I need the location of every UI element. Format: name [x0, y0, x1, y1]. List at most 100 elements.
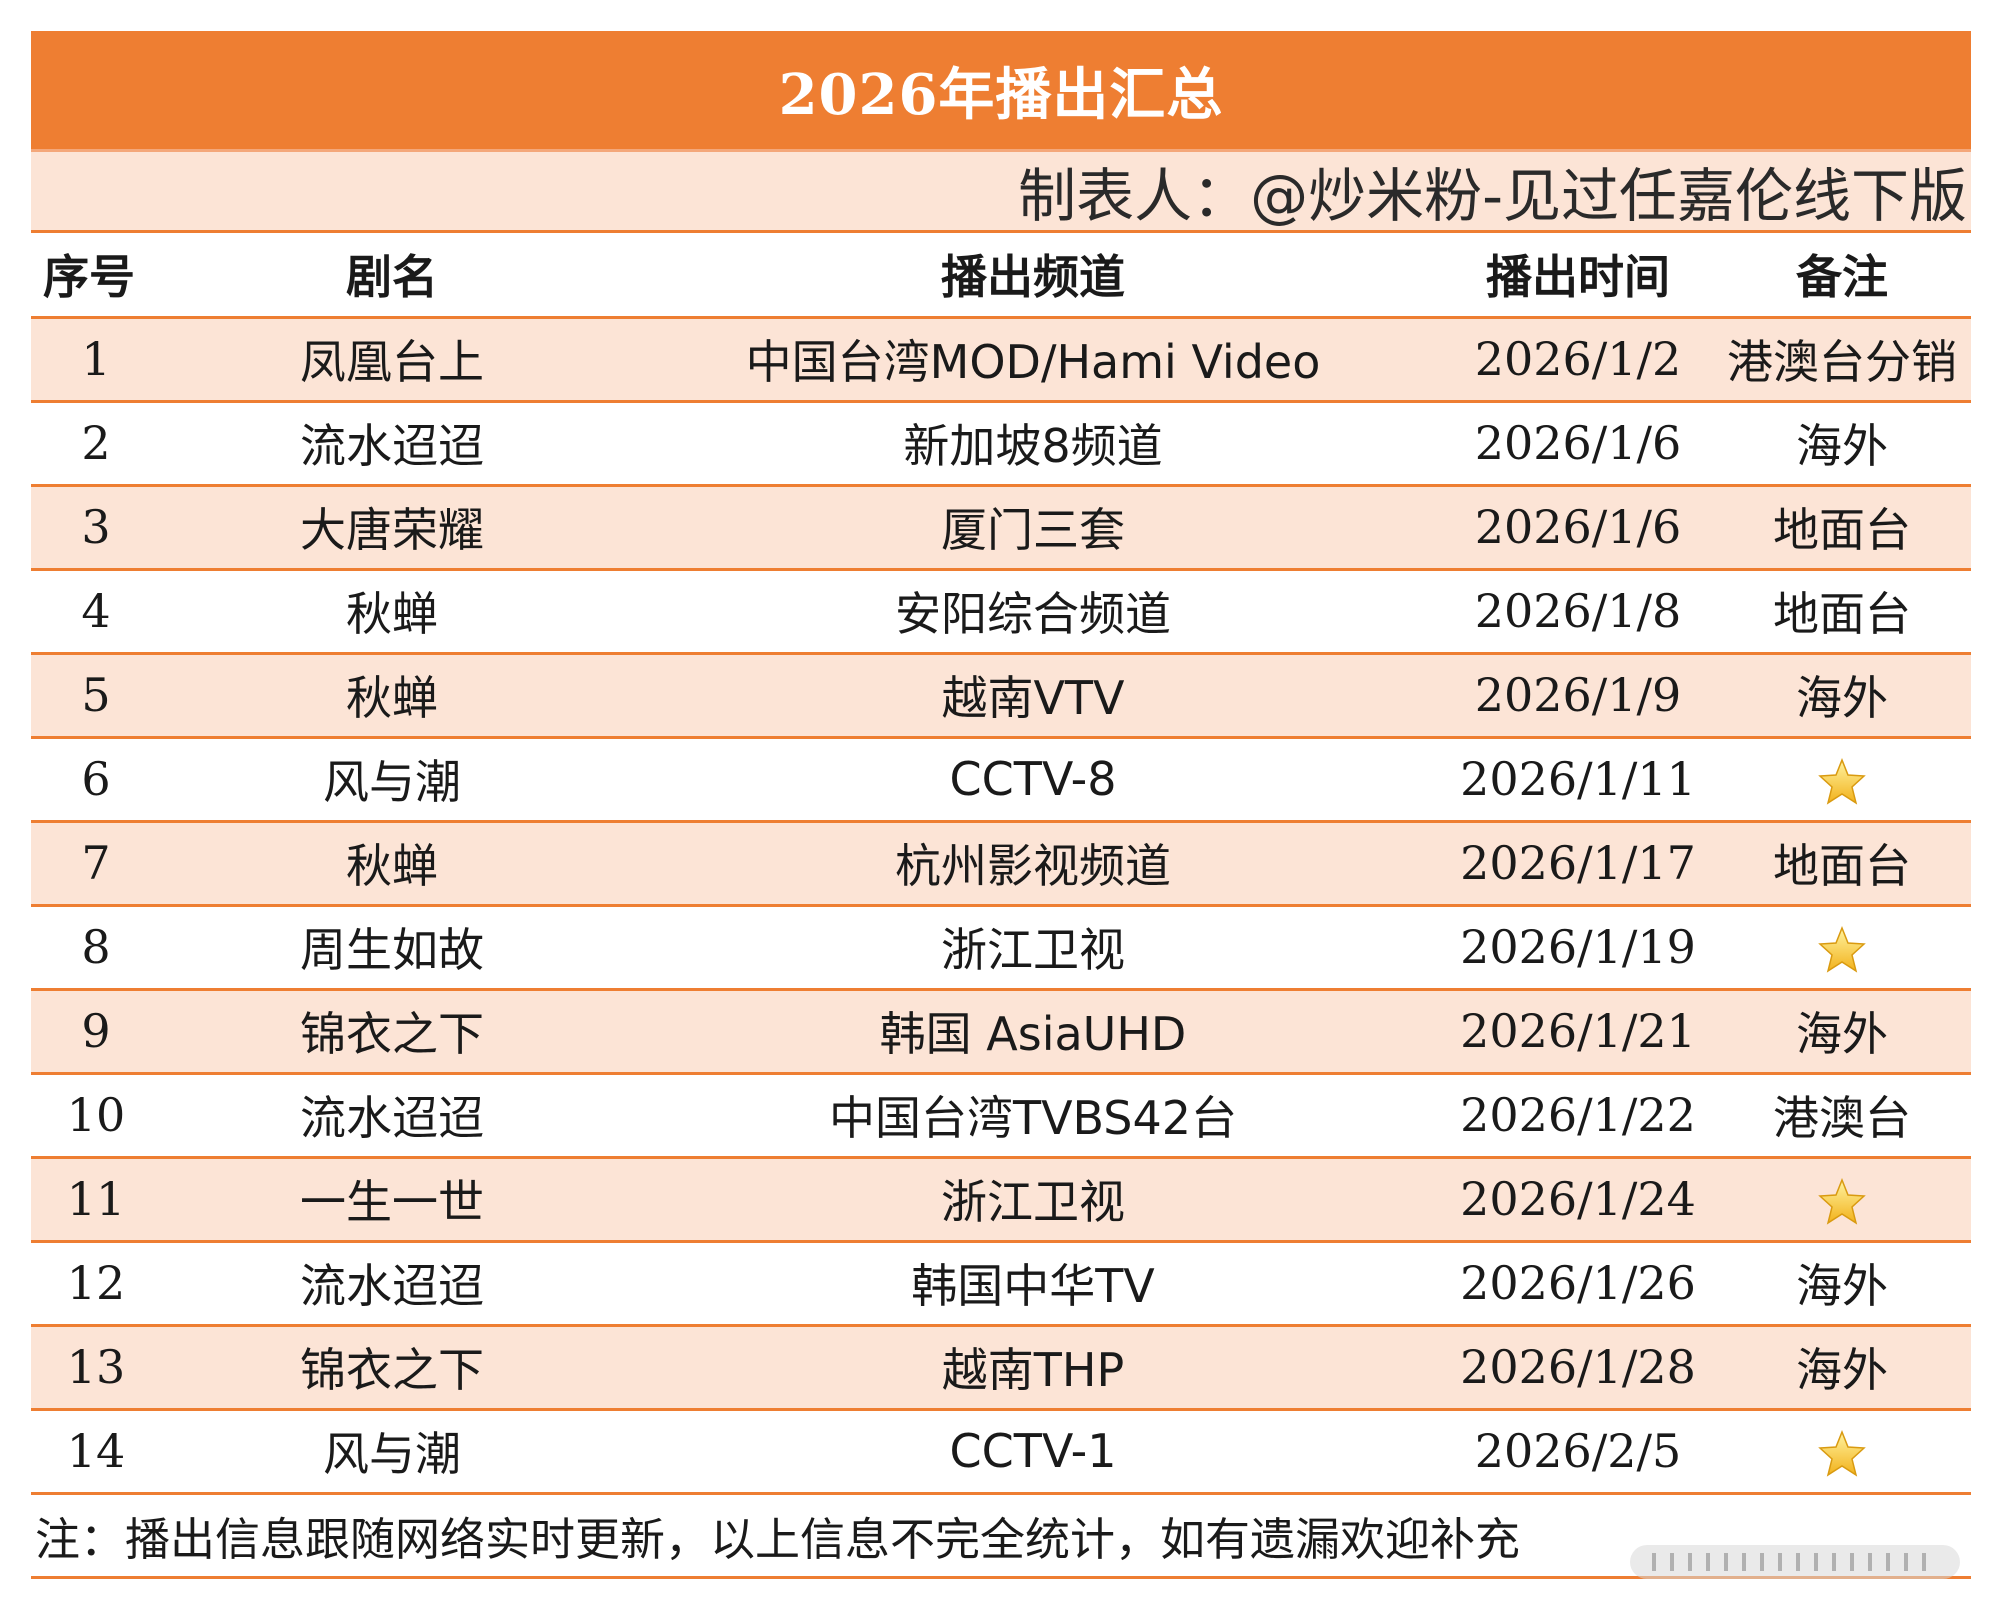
- note: 地面台: [1713, 485, 1971, 571]
- channel-name: 中国台湾MOD/Hami Video: [623, 317, 1443, 403]
- note: [1713, 737, 1971, 823]
- table-row: 11 一生一世 浙江卫视 2026/1/24: [31, 1157, 1971, 1243]
- note: 海外: [1713, 401, 1971, 487]
- watermark-icon: [1630, 1545, 1960, 1579]
- air-date: 2026/1/21: [1443, 989, 1713, 1075]
- drama-name: 秋蝉: [161, 653, 623, 739]
- note: 地面台: [1713, 821, 1971, 907]
- note: [1713, 905, 1971, 991]
- air-date: 2026/1/26: [1443, 1241, 1713, 1327]
- note: 海外: [1713, 1241, 1971, 1327]
- row-index: 7: [31, 821, 161, 907]
- table-row: 8 周生如故 浙江卫视 2026/1/19: [31, 905, 1971, 991]
- row-index: 4: [31, 569, 161, 655]
- schedule-sheet: 2026年播出汇总 制表人：@炒米粉-见过任嘉伦线下版 序号 剧名 播出频道 播…: [31, 31, 1971, 1579]
- drama-name: 锦衣之下: [161, 989, 623, 1075]
- sheet-title: 2026年播出汇总: [31, 31, 1971, 149]
- drama-name: 流水迢迢: [161, 1073, 623, 1159]
- table-row: 5 秋蝉 越南VTV 2026/1/9 海外: [31, 653, 1971, 739]
- broadcast-table: 序号 剧名 播出频道 播出时间 备注 1 凤凰台上 中国台湾MOD/Hami Vid…: [31, 233, 1971, 1495]
- note: 港澳台: [1713, 1073, 1971, 1159]
- row-index: 12: [31, 1241, 161, 1327]
- drama-name: 流水迢迢: [161, 401, 623, 487]
- channel-name: 厦门三套: [623, 485, 1443, 571]
- air-date: 2026/1/2: [1443, 317, 1713, 403]
- column-header-drama: 剧名: [161, 233, 623, 319]
- maker-credit: 制表人：@炒米粉-见过任嘉伦线下版: [31, 149, 1971, 233]
- air-date: 2026/1/28: [1443, 1325, 1713, 1411]
- drama-name: 大唐荣耀: [161, 485, 623, 571]
- channel-name: 越南VTV: [623, 653, 1443, 739]
- drama-name: 秋蝉: [161, 569, 623, 655]
- row-index: 11: [31, 1157, 161, 1243]
- note: 海外: [1713, 1325, 1971, 1411]
- channel-name: 韩国 AsiaUHD: [623, 989, 1443, 1075]
- drama-name: 周生如故: [161, 905, 623, 991]
- column-header-note: 备注: [1713, 233, 1971, 319]
- table-row: 10 流水迢迢 中国台湾TVBS42台 2026/1/22 港澳台: [31, 1073, 1971, 1159]
- row-index: 1: [31, 317, 161, 403]
- table-row: 14 风与潮 CCTV-1 2026/2/5: [31, 1409, 1971, 1495]
- note: 地面台: [1713, 569, 1971, 655]
- row-index: 2: [31, 401, 161, 487]
- air-date: 2026/1/8: [1443, 569, 1713, 655]
- drama-name: 凤凰台上: [161, 317, 623, 403]
- column-header-index: 序号: [31, 233, 161, 319]
- note: 海外: [1713, 653, 1971, 739]
- air-date: 2026/1/9: [1443, 653, 1713, 739]
- note: 海外: [1713, 989, 1971, 1075]
- drama-name: 一生一世: [161, 1157, 623, 1243]
- channel-name: 杭州影视频道: [623, 821, 1443, 907]
- drama-name: 风与潮: [161, 737, 623, 823]
- row-index: 8: [31, 905, 161, 991]
- table-row: 1 凤凰台上 中国台湾MOD/Hami Video 2026/1/2 港澳台分销: [31, 317, 1971, 403]
- drama-name: 流水迢迢: [161, 1241, 623, 1327]
- note: [1713, 1157, 1971, 1243]
- note: 港澳台分销: [1713, 317, 1971, 403]
- table-row: 12 流水迢迢 韩国中华TV 2026/1/26 海外: [31, 1241, 1971, 1327]
- channel-name: 越南THP: [623, 1325, 1443, 1411]
- footer-note: 注：播出信息跟随网络实时更新，以上信息不完全统计，如有遗漏欢迎补充: [31, 1495, 1971, 1579]
- air-date: 2026/1/6: [1443, 485, 1713, 571]
- table-row: 6 风与潮 CCTV-8 2026/1/11: [31, 737, 1971, 823]
- column-header-channel: 播出频道: [623, 233, 1443, 319]
- table-row: 2 流水迢迢 新加坡8频道 2026/1/6 海外: [31, 401, 1971, 487]
- channel-name: 韩国中华TV: [623, 1241, 1443, 1327]
- table-row: 9 锦衣之下 韩国 AsiaUHD 2026/1/21 海外: [31, 989, 1971, 1075]
- air-date: 2026/2/5: [1443, 1409, 1713, 1495]
- channel-name: 浙江卫视: [623, 1157, 1443, 1243]
- channel-name: 浙江卫视: [623, 905, 1443, 991]
- row-index: 13: [31, 1325, 161, 1411]
- air-date: 2026/1/19: [1443, 905, 1713, 991]
- channel-name: 新加坡8频道: [623, 401, 1443, 487]
- table-row: 7 秋蝉 杭州影视频道 2026/1/17 地面台: [31, 821, 1971, 907]
- air-date: 2026/1/22: [1443, 1073, 1713, 1159]
- star-icon: [1818, 925, 1866, 973]
- channel-name: CCTV-8: [623, 737, 1443, 823]
- drama-name: 锦衣之下: [161, 1325, 623, 1411]
- star-icon: [1818, 757, 1866, 805]
- drama-name: 秋蝉: [161, 821, 623, 907]
- row-index: 9: [31, 989, 161, 1075]
- column-header-date: 播出时间: [1443, 233, 1713, 319]
- table-row: 3 大唐荣耀 厦门三套 2026/1/6 地面台: [31, 485, 1971, 571]
- table-row: 4 秋蝉 安阳综合频道 2026/1/8 地面台: [31, 569, 1971, 655]
- row-index: 14: [31, 1409, 161, 1495]
- row-index: 3: [31, 485, 161, 571]
- star-icon: [1818, 1429, 1866, 1477]
- air-date: 2026/1/11: [1443, 737, 1713, 823]
- air-date: 2026/1/17: [1443, 821, 1713, 907]
- channel-name: 中国台湾TVBS42台: [623, 1073, 1443, 1159]
- row-index: 10: [31, 1073, 161, 1159]
- row-index: 6: [31, 737, 161, 823]
- channel-name: CCTV-1: [623, 1409, 1443, 1495]
- note: [1713, 1409, 1971, 1495]
- air-date: 2026/1/24: [1443, 1157, 1713, 1243]
- header-row: 序号 剧名 播出频道 播出时间 备注: [31, 233, 1971, 319]
- air-date: 2026/1/6: [1443, 401, 1713, 487]
- row-index: 5: [31, 653, 161, 739]
- channel-name: 安阳综合频道: [623, 569, 1443, 655]
- table-row: 13 锦衣之下 越南THP 2026/1/28 海外: [31, 1325, 1971, 1411]
- star-icon: [1818, 1177, 1866, 1225]
- drama-name: 风与潮: [161, 1409, 623, 1495]
